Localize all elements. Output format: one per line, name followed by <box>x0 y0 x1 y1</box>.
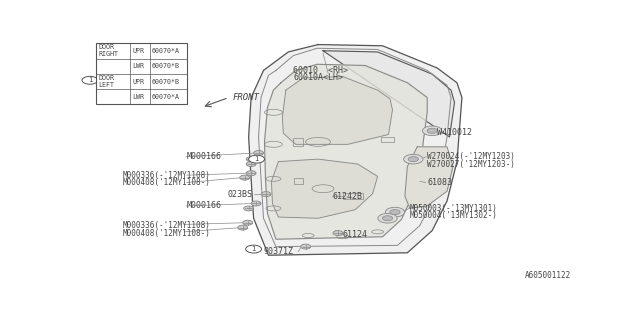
Text: M000408('12MY1108-): M000408('12MY1108-) <box>122 228 210 237</box>
Text: 1: 1 <box>255 156 259 162</box>
Circle shape <box>333 231 343 236</box>
Circle shape <box>251 201 261 206</box>
Text: 1: 1 <box>252 246 256 252</box>
Circle shape <box>246 245 262 253</box>
Text: UPR: UPR <box>132 78 144 84</box>
Text: 61124: 61124 <box>343 230 368 239</box>
Circle shape <box>243 220 253 225</box>
Text: M000166: M000166 <box>187 202 221 211</box>
Text: 90371Z: 90371Z <box>264 247 294 256</box>
Polygon shape <box>323 51 454 137</box>
Bar <box>293 138 303 146</box>
Circle shape <box>390 210 400 215</box>
Circle shape <box>385 207 404 217</box>
Circle shape <box>261 192 271 196</box>
Text: M000408('12MY1108-): M000408('12MY1108-) <box>122 178 210 187</box>
Polygon shape <box>282 76 392 144</box>
Text: 023BS: 023BS <box>228 190 253 199</box>
Text: M000166: M000166 <box>187 152 221 161</box>
Text: W410012: W410012 <box>437 128 472 137</box>
Text: M000336(-'12MY1108): M000336(-'12MY1108) <box>122 221 210 230</box>
Text: M000336(-'12MY1108): M000336(-'12MY1108) <box>122 171 210 180</box>
Bar <box>294 178 303 184</box>
Circle shape <box>246 162 256 166</box>
Text: A605001122: A605001122 <box>525 271 571 280</box>
Text: DOOR
LEFT: DOOR LEFT <box>99 75 115 88</box>
Circle shape <box>382 216 393 221</box>
Bar <box>343 193 363 199</box>
Circle shape <box>246 171 256 176</box>
Circle shape <box>246 157 256 162</box>
Text: 60070*B: 60070*B <box>152 78 180 84</box>
Circle shape <box>237 225 248 230</box>
Text: M050004('13MY1302-): M050004('13MY1302-) <box>410 211 498 220</box>
Text: 60010A<LH>: 60010A<LH> <box>293 73 343 82</box>
Polygon shape <box>249 44 462 255</box>
Bar <box>381 137 394 142</box>
Polygon shape <box>271 159 378 218</box>
Text: 60070*A: 60070*A <box>152 94 180 100</box>
Text: LWR: LWR <box>132 94 144 100</box>
Circle shape <box>408 156 419 162</box>
Text: 60070*A: 60070*A <box>152 48 180 54</box>
Circle shape <box>253 150 264 156</box>
Circle shape <box>427 128 437 133</box>
Circle shape <box>301 244 310 249</box>
Circle shape <box>404 154 423 164</box>
Text: DOOR
RIGHT: DOOR RIGHT <box>99 44 118 58</box>
Text: 61242B: 61242B <box>333 192 363 201</box>
Text: 60070*B: 60070*B <box>152 63 180 69</box>
Polygon shape <box>264 64 428 239</box>
Text: W270027('12MY1203-): W270027('12MY1203-) <box>428 160 515 169</box>
Text: FRONT: FRONT <box>233 92 260 101</box>
Circle shape <box>82 76 98 84</box>
Text: M050003(-'13MY1301): M050003(-'13MY1301) <box>410 204 498 213</box>
Text: W270024(-'12MY1203): W270024(-'12MY1203) <box>428 152 515 161</box>
FancyBboxPatch shape <box>97 43 187 104</box>
Text: 61083: 61083 <box>428 178 452 187</box>
Circle shape <box>249 155 264 163</box>
Text: 60010  <RH>: 60010 <RH> <box>293 66 348 75</box>
Polygon shape <box>405 147 453 208</box>
Circle shape <box>378 213 397 223</box>
Circle shape <box>422 126 442 136</box>
Circle shape <box>244 206 253 211</box>
Text: 1: 1 <box>88 77 92 83</box>
Text: LWR: LWR <box>132 63 144 69</box>
Text: UPR: UPR <box>132 48 144 54</box>
Circle shape <box>240 175 250 180</box>
